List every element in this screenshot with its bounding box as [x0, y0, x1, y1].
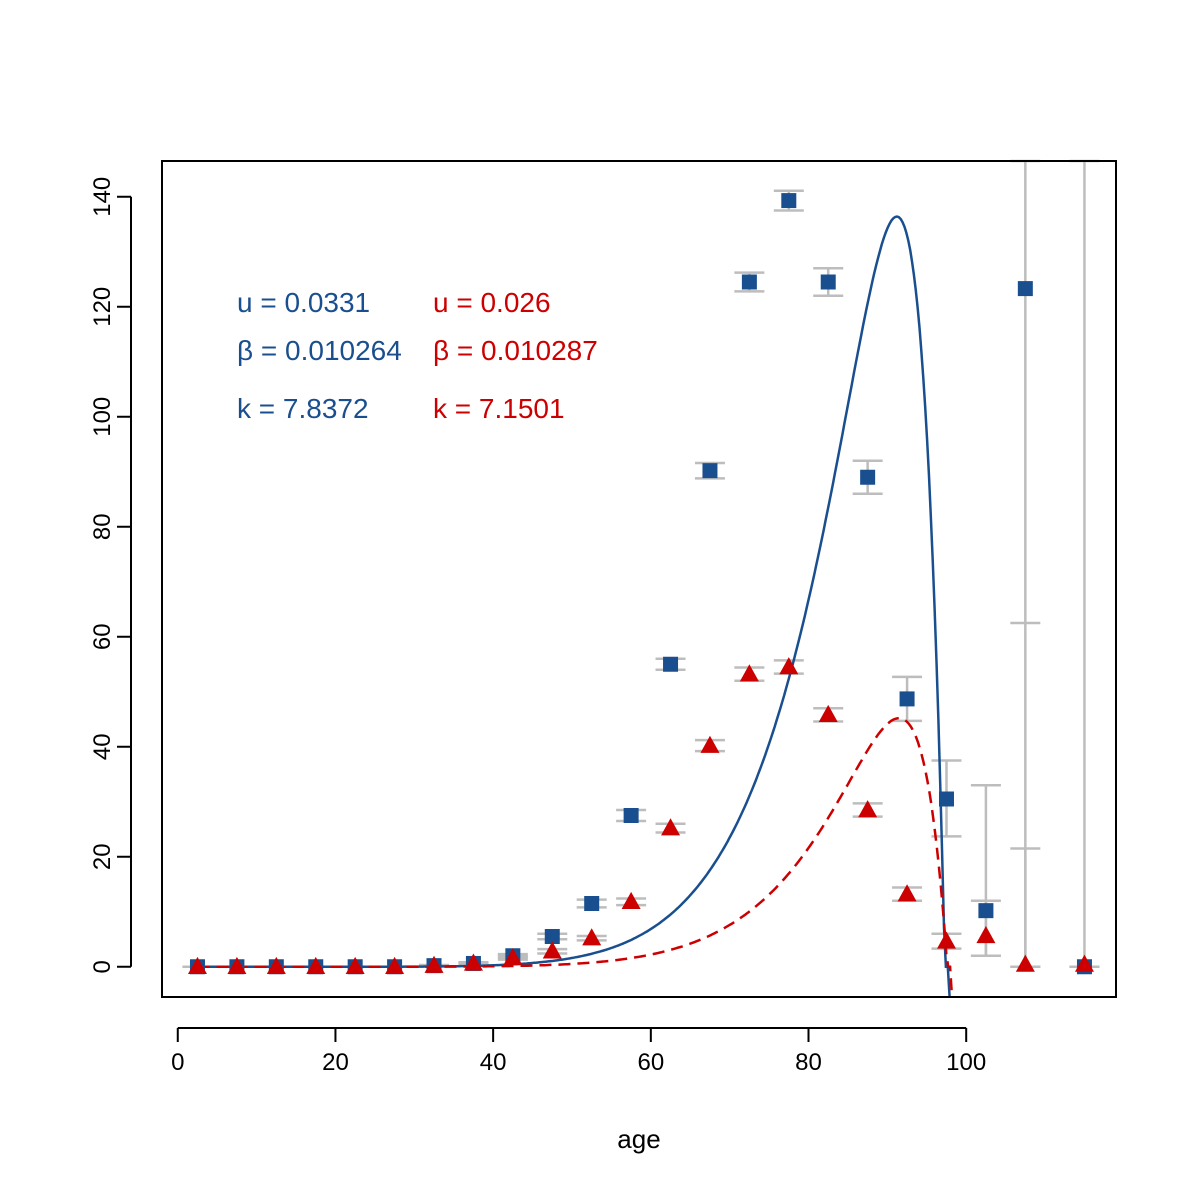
- y-tick-label: 60: [89, 623, 116, 650]
- y-tick-label: 120: [89, 287, 116, 327]
- square-marker: [978, 903, 994, 919]
- fit-curve: [197, 716, 954, 998]
- y-tick-label: 0: [89, 960, 116, 973]
- square-marker: [1017, 281, 1033, 297]
- triangle-marker: [739, 664, 759, 682]
- x-tick-label: 100: [946, 1049, 986, 1076]
- triangle-marker: [266, 956, 286, 974]
- y-axis: 0 20 40 60 80 100 120 140: [89, 177, 132, 973]
- x-tick-label: 60: [637, 1049, 664, 1076]
- triangle-marker: [463, 953, 483, 971]
- triangle-marker: [503, 948, 523, 966]
- triangle-marker: [661, 818, 681, 836]
- y-tick-label: 40: [89, 733, 116, 760]
- triangle-marker: [424, 955, 444, 973]
- x-axis: 0 20 40 60 80 100: [171, 1027, 986, 1076]
- triangle-marker: [542, 941, 562, 959]
- square-marker: [702, 463, 718, 479]
- triangle-marker: [385, 956, 405, 974]
- triangle-marker: [818, 704, 838, 723]
- annotation-blue-k: k = 7.8372: [237, 393, 369, 424]
- x-axis-title: age: [617, 1124, 660, 1154]
- triangle-marker: [936, 931, 956, 949]
- triangle-marker: [227, 956, 247, 974]
- triangle-marker: [306, 956, 326, 974]
- triangle-marker: [1074, 954, 1094, 972]
- triangle-marker: [1015, 954, 1035, 972]
- annotation-blue-beta: β = 0.010264: [237, 335, 402, 366]
- square-marker: [741, 274, 757, 290]
- triangle-marker: [700, 735, 720, 753]
- triangle-marker: [976, 926, 996, 944]
- square-marker: [860, 469, 876, 485]
- square-marker: [899, 691, 915, 707]
- triangle-marker: [858, 800, 878, 818]
- x-tick-label: 0: [171, 1049, 184, 1076]
- y-tick-label: 20: [89, 843, 116, 870]
- plot-frame: [161, 160, 1117, 998]
- triangle-marker: [779, 657, 799, 675]
- triangle-marker: [345, 956, 365, 974]
- square-marker: [781, 193, 797, 209]
- square-marker: [663, 656, 679, 672]
- annotation-blue-u: u = 0.0331: [237, 287, 370, 318]
- triangle-marker: [621, 891, 641, 910]
- annotations: u = 0.0331 β = 0.010264 k = 7.8372 u = 0…: [237, 287, 598, 424]
- annotation-red-k: k = 7.1501: [433, 393, 565, 424]
- x-tick-label: 20: [322, 1049, 349, 1076]
- annotation-red-beta: β = 0.010287: [433, 335, 598, 366]
- data-markers: [187, 193, 1094, 975]
- triangle-marker: [187, 956, 207, 974]
- annotation-red-u: u = 0.026: [433, 287, 551, 318]
- y-tick-label: 140: [89, 177, 116, 217]
- square-marker: [544, 929, 560, 944]
- square-marker: [820, 274, 836, 290]
- y-tick-label: 100: [89, 397, 116, 437]
- y-tick-label: 80: [89, 513, 116, 540]
- triangle-marker: [897, 884, 917, 902]
- square-marker: [584, 896, 600, 911]
- x-tick-label: 40: [480, 1049, 507, 1076]
- triangle-marker: [582, 928, 602, 946]
- x-tick-label: 80: [795, 1049, 822, 1076]
- square-marker: [623, 808, 639, 823]
- square-marker: [938, 791, 954, 807]
